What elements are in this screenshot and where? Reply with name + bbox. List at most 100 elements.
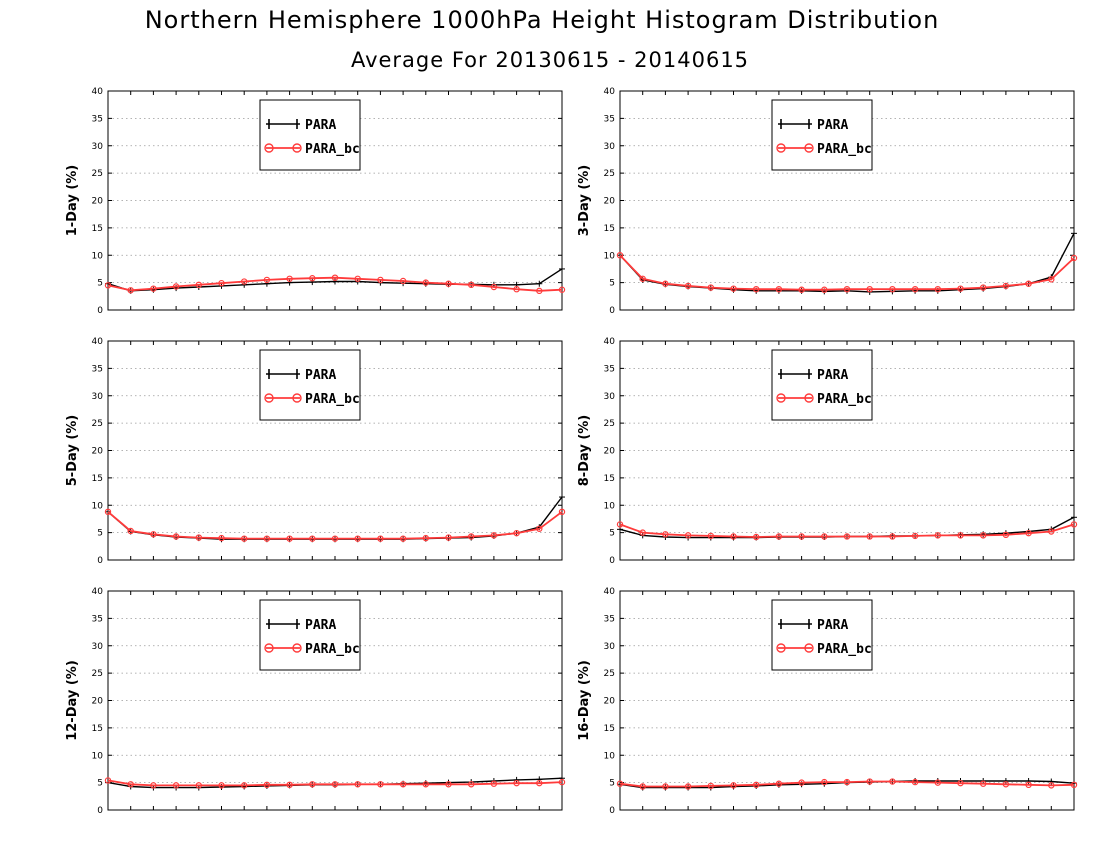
data-point-para-bc — [399, 535, 407, 542]
data-point-para-bc — [730, 285, 737, 292]
data-point-para-bc — [150, 285, 157, 292]
y-tick-label: 5 — [97, 779, 103, 789]
data-point-para-bc — [934, 285, 942, 293]
data-point-para-bc — [843, 778, 851, 786]
y-tick-label: 25 — [604, 169, 615, 179]
legend-marker-circle — [776, 643, 786, 653]
chart-title: Northern Hemisphere 1000hPa Height Histo… — [144, 6, 940, 34]
legend-label: PARA — [817, 118, 848, 133]
data-point-para-bc — [263, 535, 271, 542]
data-point-para-bc — [934, 779, 942, 786]
data-point-para-bc — [957, 779, 964, 787]
data-point-para-bc — [172, 782, 180, 789]
y-tick-label: 10 — [92, 251, 104, 261]
y-tick-label: 0 — [97, 806, 103, 816]
data-point-para-bc — [127, 287, 134, 294]
data-point-para-bc — [331, 274, 339, 281]
legend-label: PARA_bc — [305, 142, 360, 157]
data-point-para-bc — [195, 782, 202, 789]
data-point-para-bc — [399, 781, 407, 788]
y-axis-label: 12-Day (%) — [65, 660, 80, 741]
y-tick-label: 15 — [604, 474, 615, 484]
y-tick-label: 40 — [92, 87, 104, 97]
legend-label: PARA_bc — [305, 642, 360, 657]
y-axis-label: 8-Day (%) — [577, 415, 592, 487]
data-point-para-bc — [980, 532, 987, 539]
data-point-para-bc — [468, 281, 475, 289]
data-point-para-bc — [377, 276, 384, 284]
series-line-para-bc — [619, 523, 1075, 538]
legend-box — [771, 349, 873, 421]
data-point-para-bc — [889, 533, 896, 540]
data-point-para-bc — [1070, 521, 1078, 528]
panel-4: 0 5 10 15 20 25 30 35 40 8-Day (%) PARA PARA_bc — [577, 337, 1078, 566]
panel-6: 0 5 10 15 20 25 30 35 40 16-Day (%) PARA PARA_bc — [577, 587, 1078, 816]
data-point-para-bc — [399, 277, 407, 285]
data-point-para-bc — [616, 780, 624, 787]
legend-box — [259, 599, 361, 671]
data-point-para-bc — [934, 532, 942, 539]
data-point-para-bc — [354, 275, 361, 282]
data-point-para-bc — [730, 533, 737, 540]
data-point-para-bc — [662, 280, 669, 287]
data-point-para-bc — [104, 508, 112, 516]
data-point-para-bc — [331, 535, 339, 542]
y-tick-label: 35 — [92, 114, 103, 124]
data-point-para-bc — [172, 283, 180, 290]
series-line-para-bc — [107, 779, 563, 787]
legend-marker-circle — [804, 643, 814, 653]
data-point-para-bc — [195, 534, 202, 541]
data-point-para-bc — [150, 782, 157, 789]
data-point-para-bc — [445, 781, 452, 788]
data-point-para-bc — [775, 533, 783, 540]
data-point-para-bc — [263, 781, 271, 789]
data-point-para-bc — [218, 534, 225, 542]
data-point-para-bc — [684, 532, 692, 539]
legend-marker-circle — [804, 393, 814, 403]
legend-marker-circle — [292, 393, 302, 403]
data-point-para-bc — [639, 529, 646, 536]
legend-label: PARA — [817, 368, 848, 383]
data-point-para-bc — [422, 781, 429, 788]
y-tick-label: 0 — [609, 556, 615, 566]
legend-label: PARA_bc — [817, 642, 872, 657]
y-tick-label: 30 — [604, 642, 616, 652]
y-tick-label: 0 — [97, 306, 103, 316]
panel-1: 0 5 10 15 20 25 30 35 40 1-Day (%) PARA PARA_bc — [65, 87, 566, 316]
data-point-para-bc — [377, 535, 384, 542]
data-point-para-bc — [558, 508, 566, 516]
y-tick-label: 15 — [92, 474, 103, 484]
data-point-para-bc — [218, 279, 225, 287]
legend: PARA PARA_bc — [259, 599, 361, 671]
legend-label: PARA_bc — [817, 142, 872, 157]
data-point-para-bc — [1070, 781, 1078, 789]
legend-label: PARA — [817, 618, 848, 633]
data-point-para-bc — [536, 287, 543, 295]
legend-label: PARA — [305, 118, 336, 133]
panel-5: 0 5 10 15 20 25 30 35 40 12-Day (%) PARA PARA_bc — [65, 587, 566, 816]
y-tick-label: 20 — [92, 697, 104, 707]
data-point-para-bc — [490, 532, 498, 539]
data-point-para-bc — [309, 275, 316, 282]
data-point-para-bc — [1070, 254, 1078, 262]
data-point-para-bc — [127, 781, 134, 788]
y-tick-label: 0 — [609, 306, 615, 316]
y-tick-label: 5 — [97, 279, 103, 289]
y-tick-label: 40 — [604, 337, 616, 347]
data-point-para-bc — [104, 777, 112, 784]
data-point-para-bc — [684, 783, 692, 790]
data-point-para-bc — [1048, 528, 1055, 535]
y-tick-label: 35 — [92, 614, 103, 624]
data-point-para-bc — [331, 781, 339, 788]
data-point-para-bc — [513, 779, 520, 787]
y-tick-label: 35 — [604, 364, 615, 374]
y-tick-label: 20 — [604, 197, 616, 207]
y-tick-label: 15 — [604, 224, 615, 234]
data-point-para-bc — [536, 779, 543, 787]
y-tick-label: 25 — [92, 419, 103, 429]
data-point-para-bc — [889, 285, 896, 293]
data-point-para-bc — [730, 782, 737, 789]
legend-label: PARA_bc — [305, 392, 360, 407]
data-point-para-bc — [536, 525, 543, 532]
data-point-para-bc — [911, 778, 919, 786]
